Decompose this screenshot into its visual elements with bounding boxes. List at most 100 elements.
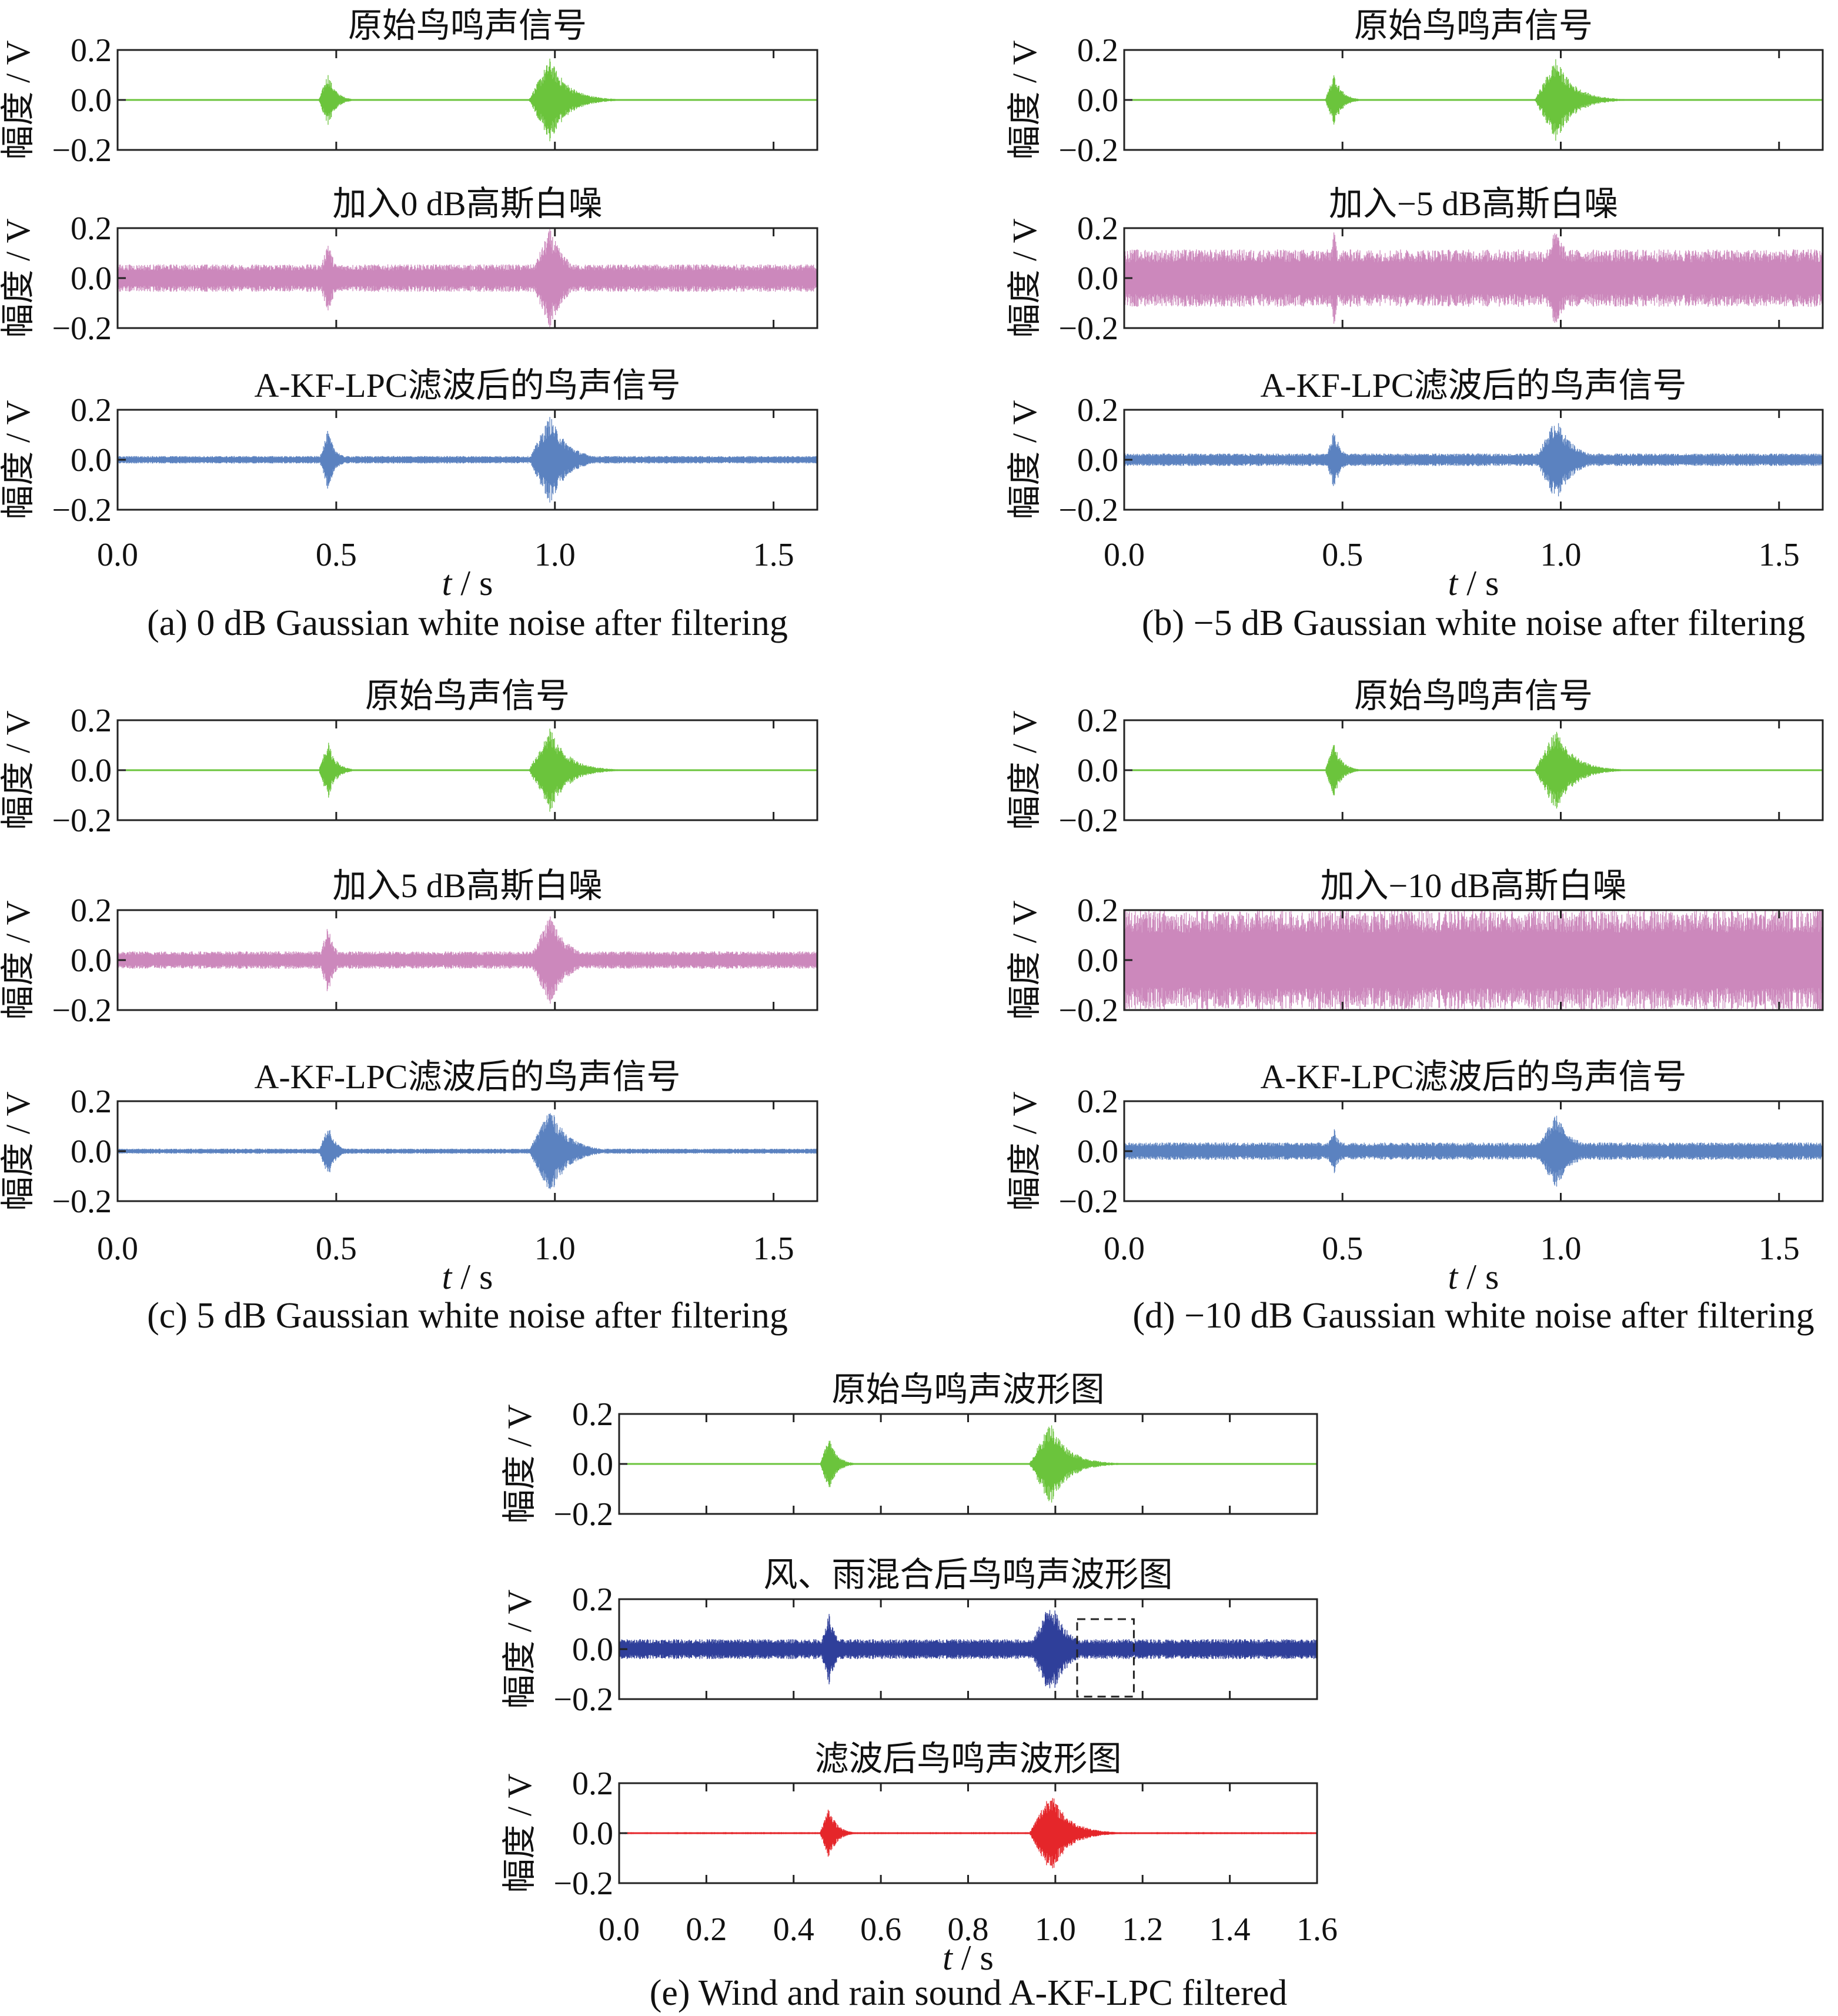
y-axis-label: 幅度 / V [0, 400, 37, 519]
x-tick-label: 0.5 [1322, 1231, 1363, 1267]
y-tick-label: 0.0 [71, 82, 112, 119]
panel-a-2: 加入0 dB高斯白噪 0.2 0.0 −0.2 幅度 / V [0, 185, 818, 347]
y-tick-label: 0.2 [1077, 32, 1118, 69]
panel-title: 加入0 dB高斯白噪 [332, 185, 602, 223]
y-axis-label: 幅度 / V [1005, 900, 1044, 1019]
y-tick-label: 0.0 [71, 1134, 112, 1170]
x-tick-label: 1.0 [1540, 537, 1582, 573]
x-tick-label: 0.0 [97, 537, 138, 573]
y-tick-label: −0.2 [1058, 992, 1118, 1029]
y-tick-label: −0.2 [52, 992, 112, 1029]
y-axis-label: 幅度 / V [0, 1091, 37, 1211]
figure-group-d: 原始鸟鸣声信号 0.2 0.0 −0.2 幅度 / V 加入−10 dB高斯白噪 0.2 0.… [1005, 677, 1824, 1336]
panel-title: 原始鸟声信号 [365, 677, 570, 715]
panel-title: 滤波后鸟鸣声波形图 [814, 1740, 1121, 1778]
panel-title: 原始鸟鸣声信号 [1354, 6, 1593, 45]
x-tick-label: 0.5 [316, 537, 357, 573]
x-tick-label: 1.0 [534, 1231, 576, 1267]
y-tick-label: 0.2 [71, 210, 112, 247]
y-axis-label: 幅度 / V [0, 710, 37, 830]
panel-b-1: 原始鸟鸣声信号 0.2 0.0 −0.2 幅度 / V [1005, 6, 1824, 169]
panel-e-2: 风、雨混合后鸟鸣声波形图 0.2 0.0 −0.2 幅度 / V [500, 1556, 1318, 1718]
y-tick-label: 0.2 [71, 892, 112, 929]
x-tick-label: 0.0 [599, 1911, 640, 1948]
y-tick-label: −0.2 [1058, 1183, 1118, 1220]
y-tick-label: 0.2 [572, 1396, 613, 1433]
x-tick-label: 0.5 [316, 1231, 357, 1267]
y-tick-label: −0.2 [553, 1865, 613, 1902]
panel-title: 加入5 dB高斯白噪 [332, 867, 602, 905]
y-tick-label: −0.2 [52, 132, 112, 169]
y-tick-label: −0.2 [52, 310, 112, 347]
y-axis-label: 幅度 / V [1005, 40, 1044, 159]
x-axis-label: t / s [442, 1258, 493, 1296]
panel-e-1: 原始鸟鸣声波形图 0.2 0.0 −0.2 幅度 / V [500, 1370, 1318, 1533]
y-tick-label: −0.2 [52, 1183, 112, 1220]
panel-title: A-KF-LPC滤波后的鸟声信号 [1260, 1058, 1686, 1096]
y-tick-label: 0.0 [71, 442, 112, 479]
y-tick-label: 0.0 [71, 260, 112, 297]
figure-caption: (a) 0 dB Gaussian white noise after filt… [147, 603, 788, 643]
y-tick-label: 0.2 [1077, 892, 1118, 929]
x-tick-label: 1.5 [1759, 537, 1800, 573]
y-axis-label: 幅度 / V [1005, 218, 1044, 337]
y-axis-label: 幅度 / V [0, 900, 37, 1019]
panel-c-1: 原始鸟声信号 0.2 0.0 −0.2 幅度 / V [0, 677, 818, 839]
y-axis-label: 幅度 / V [1005, 710, 1044, 830]
y-tick-label: 0.2 [1077, 1084, 1118, 1120]
panel-title: 风、雨混合后鸟鸣声波形图 [763, 1556, 1172, 1594]
panel-b-2: 加入−5 dB高斯白噪 0.2 0.0 −0.2 幅度 / V [1005, 185, 1824, 347]
y-tick-label: 0.0 [71, 942, 112, 979]
highlight-box [1076, 1618, 1135, 1698]
x-tick-label: 0.6 [860, 1911, 901, 1948]
figure-group-a: 原始鸟鸣声信号 0.2 0.0 −0.2 幅度 / V 加入0 dB高斯白噪 0.2 0.0 −… [0, 6, 818, 643]
y-tick-label: −0.2 [1058, 310, 1118, 347]
panel-c-2: 加入5 dB高斯白噪 0.2 0.0 −0.2 幅度 / V [0, 867, 818, 1029]
figure-group-c: 原始鸟声信号 0.2 0.0 −0.2 幅度 / V 加入5 dB高斯白噪 0.2 0.0 −0… [0, 677, 818, 1336]
y-tick-label: 0.0 [1077, 753, 1118, 789]
x-tick-label: 0.0 [97, 1231, 138, 1267]
x-axis-label: t / s [442, 564, 493, 603]
x-tick-label: 0.0 [1104, 1231, 1145, 1267]
y-tick-label: 0.2 [572, 1582, 613, 1618]
y-axis-label: 幅度 / V [0, 40, 37, 159]
panel-title: 原始鸟鸣声波形图 [831, 1370, 1104, 1409]
y-tick-label: 0.2 [572, 1766, 613, 1802]
panel-c-3: A-KF-LPC滤波后的鸟声信号 0.2 0.0 −0.2 幅度 / V [0, 1058, 818, 1220]
x-tick-label: 1.0 [534, 537, 576, 573]
x-tick-label: 1.5 [753, 1231, 794, 1267]
x-tick-label: 1.4 [1209, 1911, 1251, 1948]
y-tick-label: −0.2 [52, 803, 112, 839]
y-tick-label: 0.2 [1077, 703, 1118, 739]
y-tick-label: 0.0 [1077, 260, 1118, 297]
y-axis-label: 幅度 / V [0, 218, 37, 337]
y-tick-label: 0.0 [71, 753, 112, 789]
panel-a-3: A-KF-LPC滤波后的鸟声信号 0.2 0.0 −0.2 幅度 / V [0, 366, 818, 529]
figure-group-e: 原始鸟鸣声波形图 0.2 0.0 −0.2 幅度 / V 风、雨混合后鸟鸣声波形图 0.2 0… [500, 1370, 1338, 2013]
y-tick-label: 0.2 [1077, 210, 1118, 247]
panel-title: A-KF-LPC滤波后的鸟声信号 [254, 366, 680, 404]
x-tick-label: 0.8 [948, 1911, 989, 1948]
y-tick-label: 0.2 [1077, 392, 1118, 429]
x-tick-label: 1.5 [753, 537, 794, 573]
y-tick-label: 0.0 [572, 1631, 613, 1668]
x-axis-label: t / s [943, 1938, 994, 1977]
x-tick-label: 1.5 [1759, 1231, 1800, 1267]
y-axis-label: 幅度 / V [500, 1589, 539, 1709]
figure-caption: (b) −5 dB Gaussian white noise after fil… [1142, 603, 1805, 643]
y-tick-label: −0.2 [553, 1496, 613, 1533]
y-axis-label: 幅度 / V [1005, 1091, 1044, 1211]
y-axis-label: 幅度 / V [500, 1404, 539, 1523]
y-tick-label: 0.2 [71, 703, 112, 739]
x-tick-label: 0.5 [1322, 537, 1363, 573]
panel-title: 加入−10 dB高斯白噪 [1321, 867, 1627, 905]
figure-caption: (e) Wind and rain sound A-KF-LPC filtere… [650, 1973, 1288, 2013]
x-tick-label: 0.4 [773, 1911, 814, 1948]
y-tick-label: −0.2 [1058, 132, 1118, 169]
panel-title: 原始鸟鸣声信号 [348, 6, 587, 45]
x-tick-label: 0.0 [1104, 537, 1145, 573]
panel-title: A-KF-LPC滤波后的鸟声信号 [254, 1058, 680, 1096]
y-tick-label: 0.0 [1077, 82, 1118, 119]
y-axis-label: 幅度 / V [500, 1773, 539, 1893]
